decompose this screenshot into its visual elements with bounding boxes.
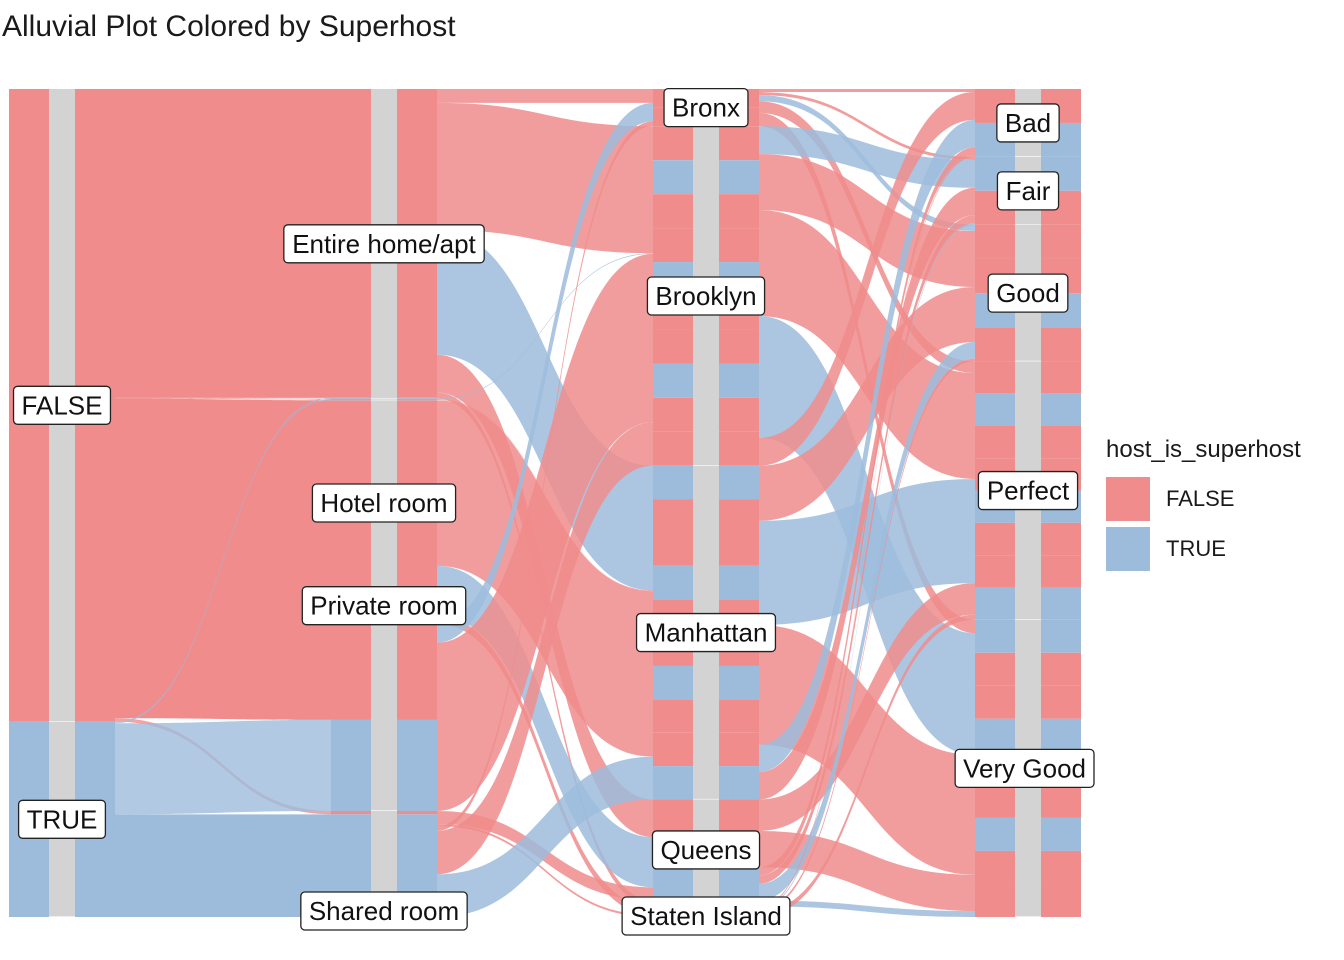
stratum-label-text-very-good: Very Good [963, 753, 1086, 783]
legend-swatch-true [1106, 527, 1150, 571]
flow-hotel-room-to-brooklyn [437, 253, 653, 400]
flow-shared-room-to-manhattan [437, 756, 653, 917]
flow-private-room-to-bronx [437, 102, 653, 643]
stratum-label-text-fair: Fair [1006, 176, 1051, 206]
legend: host_is_superhost FALSE TRUE [1106, 436, 1301, 572]
flow-false-to-private-room [115, 398, 331, 720]
stratum-label-hotel-room: Hotel room [311, 483, 457, 523]
flow-shared-room-to-bronx [437, 121, 653, 831]
stratum-label-false: FALSE [12, 385, 112, 425]
alluvial-plot: FALSE TRUE Entire home/apt Hotel room Privat… [9, 87, 1095, 936]
flow-manhattan-to-bad [759, 119, 975, 773]
stratum-label-box-bronx [663, 87, 749, 128]
flow-brooklyn-to-fair [759, 126, 975, 188]
stratum-label-shared-room: Shared room [300, 891, 468, 931]
flow-true-to-hotel-room [115, 399, 331, 724]
flow-staten-island-to-perfect [759, 614, 975, 917]
flow-queens-to-good [759, 342, 975, 901]
flow-private-room-to-brooklyn [437, 253, 653, 812]
stratum-label-box-shared-room [300, 891, 468, 931]
stratum-label-good: Good [987, 273, 1069, 313]
stratum-label-box-true [17, 799, 107, 839]
stratum-label-staten-island: Staten Island [621, 896, 791, 936]
stratum-label-box-very-good [954, 748, 1095, 789]
flow-queens-to-bad [759, 147, 975, 876]
flow-queens-to-perfect [759, 583, 975, 831]
stratum-label-text-bronx: Bronx [672, 93, 740, 123]
flow-bronx-to-fair [759, 92, 975, 160]
flow-private-room-to-staten-island [437, 615, 653, 915]
stratum-label-box-false [12, 385, 112, 425]
flow-entire-home-apt-to-bronx [437, 89, 653, 103]
flow-staten-island-to-fair [759, 223, 975, 910]
stratum-label-box-hotel-room [311, 483, 457, 523]
flow-private-room-to-queens [437, 565, 653, 888]
legend-label-true: TRUE [1166, 536, 1226, 561]
flow-true-to-shared-room [115, 814, 331, 917]
stratum-label-text-queens: Queens [660, 835, 751, 865]
stratum-label-box-bad [996, 103, 1060, 143]
stratum-label-true: TRUE [17, 799, 107, 839]
flow-true-to-private-room [115, 719, 331, 815]
chart-title: Alluvial Plot Colored by Superhost [2, 10, 456, 43]
stratum-label-entire-home-apt: Entire home/apt [283, 224, 485, 264]
stratum-label-queens: Queens [651, 830, 761, 870]
flow-shared-room-to-staten-island [437, 823, 653, 917]
stratum-label-text-hotel-room: Hotel room [320, 488, 447, 518]
stratum-label-box-fair [996, 171, 1060, 211]
legend-item-false: FALSE [1106, 476, 1301, 522]
legend-title: host_is_superhost [1106, 436, 1301, 463]
stratum-label-text-private-room: Private room [310, 591, 457, 621]
stratum-label-fair: Fair [996, 171, 1060, 211]
stratum-label-box-perfect [977, 470, 1079, 511]
stratum-label-text-manhattan: Manhattan [645, 618, 768, 648]
stratum-label-text-bad: Bad [1005, 108, 1051, 138]
flow-bronx-to-bad [759, 89, 975, 93]
stratum-label-text-brooklyn: Brooklyn [655, 281, 756, 311]
flow-queens-to-fair [759, 215, 975, 884]
flow-staten-island-to-good [759, 358, 975, 912]
stratum-label-text-good: Good [996, 278, 1060, 308]
label-layer: FALSE TRUE Entire home/apt Hotel room Privat… [12, 87, 1095, 936]
stratum-label-private-room: Private room [301, 586, 467, 626]
stratum-label-box-manhattan [635, 612, 777, 653]
flow-staten-island-to-bad [759, 155, 975, 908]
flow-entire-home-apt-to-brooklyn [437, 102, 653, 254]
stratum-label-very-good: Very Good [954, 748, 1095, 789]
legend-swatch-false [1106, 477, 1150, 521]
stratum-label-text-false: FALSE [22, 390, 103, 420]
legend-items: FALSE TRUE [1106, 476, 1301, 572]
legend-label-false: FALSE [1166, 486, 1235, 511]
stratum-label-text-perfect: Perfect [987, 476, 1070, 506]
stratum-label-brooklyn: Brooklyn [646, 276, 766, 316]
stratum-hotel-room [371, 398, 397, 401]
flow-shared-room-to-brooklyn [437, 422, 653, 875]
stratum-label-perfect: Perfect [977, 470, 1079, 511]
stratum-label-manhattan: Manhattan [635, 612, 777, 653]
flow-staten-island-to-very-good [759, 900, 975, 917]
flow-true-to-entire-home-apt [115, 397, 331, 723]
stratum-label-text-shared-room: Shared room [309, 896, 459, 926]
stratum-label-text-entire-home-apt: Entire home/apt [292, 229, 476, 259]
stratum-label-bad: Bad [996, 103, 1060, 143]
stratum-label-text-staten-island: Staten Island [630, 901, 782, 931]
flow-manhattan-to-fair [759, 187, 975, 800]
flow-layer [9, 89, 1081, 917]
flow-manhattan-to-good [759, 286, 975, 521]
stratum-label-box-staten-island [621, 896, 791, 936]
stratum-label-box-good [987, 273, 1069, 313]
legend-item-true: TRUE [1106, 526, 1301, 572]
stratum-label-text-true: TRUE [27, 804, 98, 834]
flow-false-to-hotel-room [115, 397, 331, 400]
flow-false-to-entire-home-apt [115, 89, 331, 398]
stratum-label-bronx: Bronx [663, 87, 749, 128]
stratum-label-box-queens [651, 830, 761, 870]
stratum-label-box-private-room [301, 586, 467, 626]
stratum-label-box-entire-home-apt [283, 224, 485, 264]
stratum-label-box-brooklyn [646, 276, 766, 316]
flow-brooklyn-to-bad [759, 92, 975, 466]
